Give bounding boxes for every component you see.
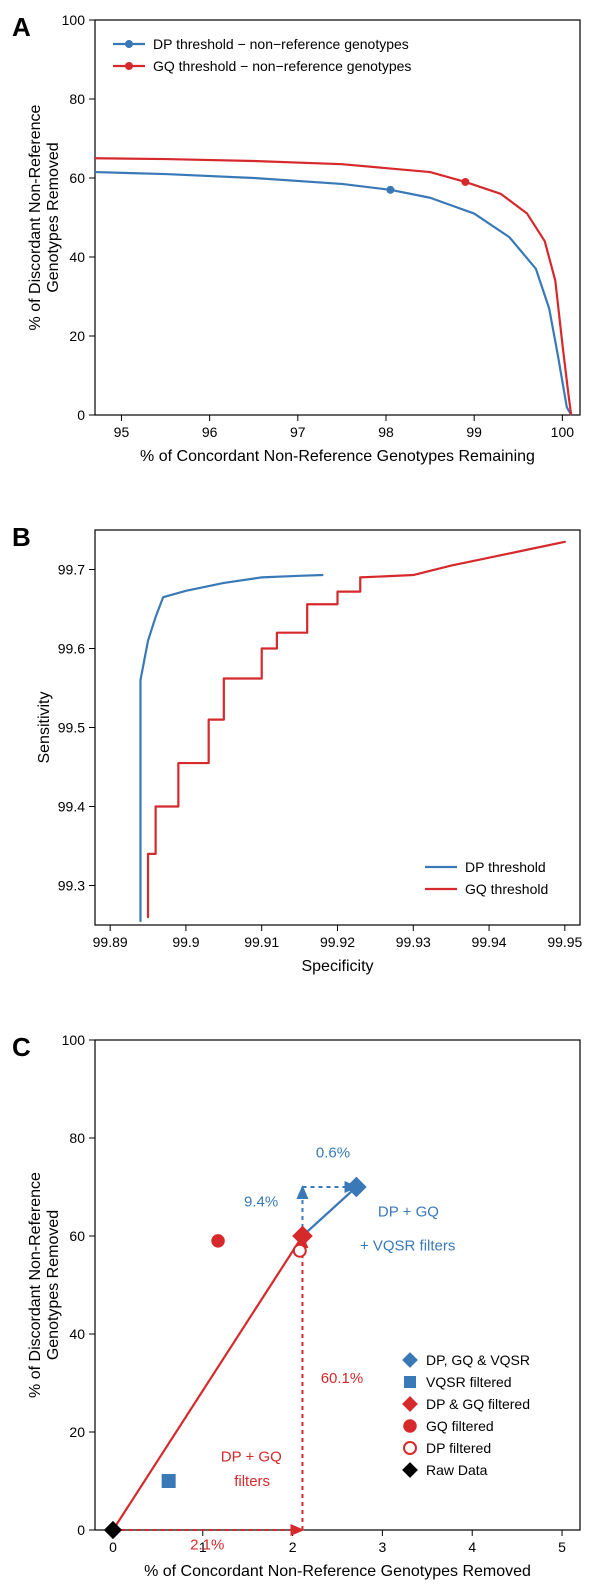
svg-text:40: 40 — [69, 249, 85, 265]
svg-text:99.95: 99.95 — [547, 934, 582, 950]
svg-text:VQSR filtered: VQSR filtered — [426, 1374, 512, 1390]
svg-text:Raw Data: Raw Data — [426, 1462, 488, 1478]
svg-text:98: 98 — [378, 424, 394, 440]
svg-text:DP threshold − non−reference g: DP threshold − non−reference genotypes — [153, 36, 409, 52]
svg-text:2.1%: 2.1% — [190, 1537, 224, 1554]
svg-text:97: 97 — [290, 424, 306, 440]
svg-text:99.3: 99.3 — [58, 878, 85, 894]
svg-text:DP filtered: DP filtered — [426, 1440, 491, 1456]
svg-text:60: 60 — [69, 170, 85, 186]
svg-text:20: 20 — [69, 1424, 85, 1440]
svg-text:99: 99 — [466, 424, 482, 440]
svg-text:0: 0 — [77, 1522, 85, 1538]
svg-text:40: 40 — [69, 1326, 85, 1342]
svg-text:GQ filtered: GQ filtered — [426, 1418, 494, 1434]
svg-text:GQ threshold: GQ threshold — [465, 881, 548, 897]
svg-text:0.6%: 0.6% — [316, 1145, 350, 1162]
svg-text:2: 2 — [289, 1539, 297, 1555]
svg-text:DP + GQ: DP + GQ — [221, 1448, 282, 1465]
svg-text:0: 0 — [77, 407, 85, 423]
svg-text:99.94: 99.94 — [472, 934, 507, 950]
svg-text:4: 4 — [468, 1539, 476, 1555]
svg-text:DP & GQ filtered: DP & GQ filtered — [426, 1396, 530, 1412]
svg-text:5: 5 — [558, 1539, 566, 1555]
svg-text:100: 100 — [62, 1032, 86, 1048]
svg-text:99.7: 99.7 — [58, 562, 85, 578]
svg-text:95: 95 — [114, 424, 130, 440]
svg-text:99.89: 99.89 — [93, 934, 128, 950]
svg-text:Specificity: Specificity — [301, 958, 373, 975]
svg-text:20: 20 — [69, 328, 85, 344]
panel-c: C012345020406080100% of Concordant Non-R… — [12, 1032, 580, 1580]
svg-text:C: C — [12, 1032, 31, 1062]
svg-text:60.1%: 60.1% — [321, 1370, 364, 1387]
svg-text:99.5: 99.5 — [58, 720, 85, 736]
panel-a: A 95 96 97 98 99 100 0 20 40 60 80 100 % of Concordan… — [12, 12, 580, 465]
panel-b-legend: DP threshold GQ threshold — [425, 859, 548, 897]
svg-text:% of Discordant Non-ReferenceG: % of Discordant Non-ReferenceGenotypes R… — [27, 104, 62, 330]
svg-text:60: 60 — [69, 1228, 85, 1244]
svg-text:+ VQSR filters: + VQSR filters — [360, 1238, 455, 1255]
svg-text:DP + GQ: DP + GQ — [378, 1203, 439, 1220]
svg-text:DP threshold: DP threshold — [465, 859, 546, 875]
svg-text:DP, GQ & VQSR: DP, GQ & VQSR — [426, 1352, 530, 1368]
svg-text:GQ threshold − non−reference g: GQ threshold − non−reference genotypes — [153, 58, 411, 74]
svg-text:100: 100 — [62, 12, 86, 28]
svg-text:99.4: 99.4 — [58, 799, 85, 815]
svg-text:9.4%: 9.4% — [244, 1194, 278, 1211]
svg-text:A: A — [12, 12, 31, 42]
svg-text:80: 80 — [69, 1130, 85, 1146]
figure-container: { "global":{ "colors":{"blue":"#3a79b7",… — [0, 0, 600, 1595]
svg-text:96: 96 — [202, 424, 218, 440]
svg-text:0: 0 — [109, 1539, 117, 1555]
svg-text:Sensitivity: Sensitivity — [36, 691, 53, 763]
svg-text:99.6: 99.6 — [58, 641, 85, 657]
panel-a-legend: DP threshold − non−reference genotypes GQ… — [113, 36, 411, 74]
panel-c-legend: DP, GQ & VQSR VQSR filtered DP & GQ filter… — [403, 1352, 530, 1478]
svg-text:B: B — [12, 522, 31, 552]
svg-text:% of Concordant Non-Reference: % of Concordant Non-Reference Genotypes … — [144, 1563, 531, 1580]
svg-text:99.93: 99.93 — [396, 934, 431, 950]
figure-svg: A9596979899100020406080100% of Concordan… — [0, 0, 600, 1595]
svg-text:% of Concordant Non-Reference: % of Concordant Non-Reference Genotypes … — [140, 448, 535, 465]
svg-text:% of Discordant Non-ReferenceG: % of Discordant Non-ReferenceGenotypes R… — [27, 1172, 62, 1398]
svg-text:99.91: 99.91 — [244, 934, 279, 950]
svg-text:100: 100 — [551, 424, 575, 440]
svg-text:99.92: 99.92 — [320, 934, 355, 950]
svg-text:filters: filters — [234, 1473, 270, 1490]
svg-text:3: 3 — [379, 1539, 387, 1555]
panel-b: B 99.89 99.9 99.91 99.92 99.93 99.94 99.95 99.3 9… — [12, 522, 583, 975]
svg-text:99.9: 99.9 — [172, 934, 199, 950]
svg-text:80: 80 — [69, 91, 85, 107]
